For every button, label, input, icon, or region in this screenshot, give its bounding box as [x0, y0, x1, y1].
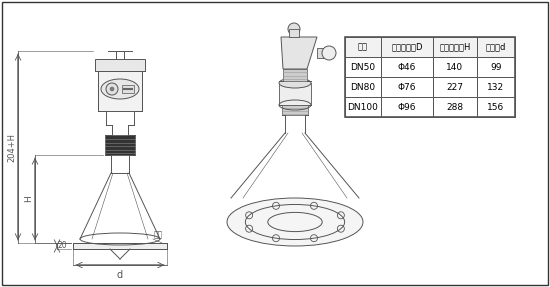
Bar — [381, 57, 433, 77]
Bar — [345, 57, 381, 77]
Bar — [279, 83, 311, 105]
Text: 20: 20 — [58, 241, 68, 251]
Bar — [283, 69, 307, 81]
Polygon shape — [281, 37, 317, 69]
Bar — [95, 59, 145, 71]
Bar — [433, 37, 477, 57]
Text: H: H — [24, 196, 33, 202]
Bar — [98, 71, 142, 111]
Bar — [345, 97, 381, 117]
Text: 227: 227 — [447, 82, 464, 92]
Bar — [289, 29, 299, 37]
Bar — [433, 97, 477, 117]
Text: 喇叭口直径D: 喇叭口直径D — [391, 42, 423, 51]
Bar — [345, 37, 515, 117]
Text: 140: 140 — [447, 63, 464, 71]
Text: DN100: DN100 — [348, 102, 378, 112]
Text: 法兰: 法兰 — [154, 230, 163, 239]
Circle shape — [322, 46, 336, 60]
Circle shape — [110, 87, 114, 91]
Ellipse shape — [227, 198, 363, 246]
Text: 99: 99 — [490, 63, 502, 71]
Ellipse shape — [279, 78, 311, 88]
Bar — [105, 135, 135, 155]
Bar — [345, 77, 381, 97]
Bar — [433, 77, 477, 97]
Text: 288: 288 — [447, 102, 464, 112]
Bar — [345, 37, 381, 57]
Text: 喇叭口高度H: 喇叭口高度H — [439, 42, 471, 51]
Bar — [433, 57, 477, 77]
Text: 法兰: 法兰 — [358, 42, 368, 51]
Bar — [122, 85, 134, 93]
Bar — [73, 243, 167, 249]
Text: Φ76: Φ76 — [398, 82, 416, 92]
Bar — [282, 105, 308, 115]
Bar — [477, 57, 515, 77]
Text: 四螺盘d: 四螺盘d — [486, 42, 506, 51]
Text: DN50: DN50 — [350, 63, 376, 71]
Text: Φ46: Φ46 — [398, 63, 416, 71]
Bar — [317, 48, 329, 58]
Circle shape — [288, 23, 300, 35]
Ellipse shape — [101, 79, 139, 99]
Bar — [477, 37, 515, 57]
Text: 132: 132 — [487, 82, 504, 92]
Bar — [381, 77, 433, 97]
Text: DN80: DN80 — [350, 82, 376, 92]
Bar — [477, 97, 515, 117]
Text: 204+H: 204+H — [7, 133, 16, 162]
Bar — [381, 97, 433, 117]
Text: 156: 156 — [487, 102, 505, 112]
Bar — [381, 37, 433, 57]
Bar — [477, 77, 515, 97]
Circle shape — [106, 83, 118, 95]
Text: Φ96: Φ96 — [398, 102, 416, 112]
Text: d: d — [117, 270, 123, 280]
